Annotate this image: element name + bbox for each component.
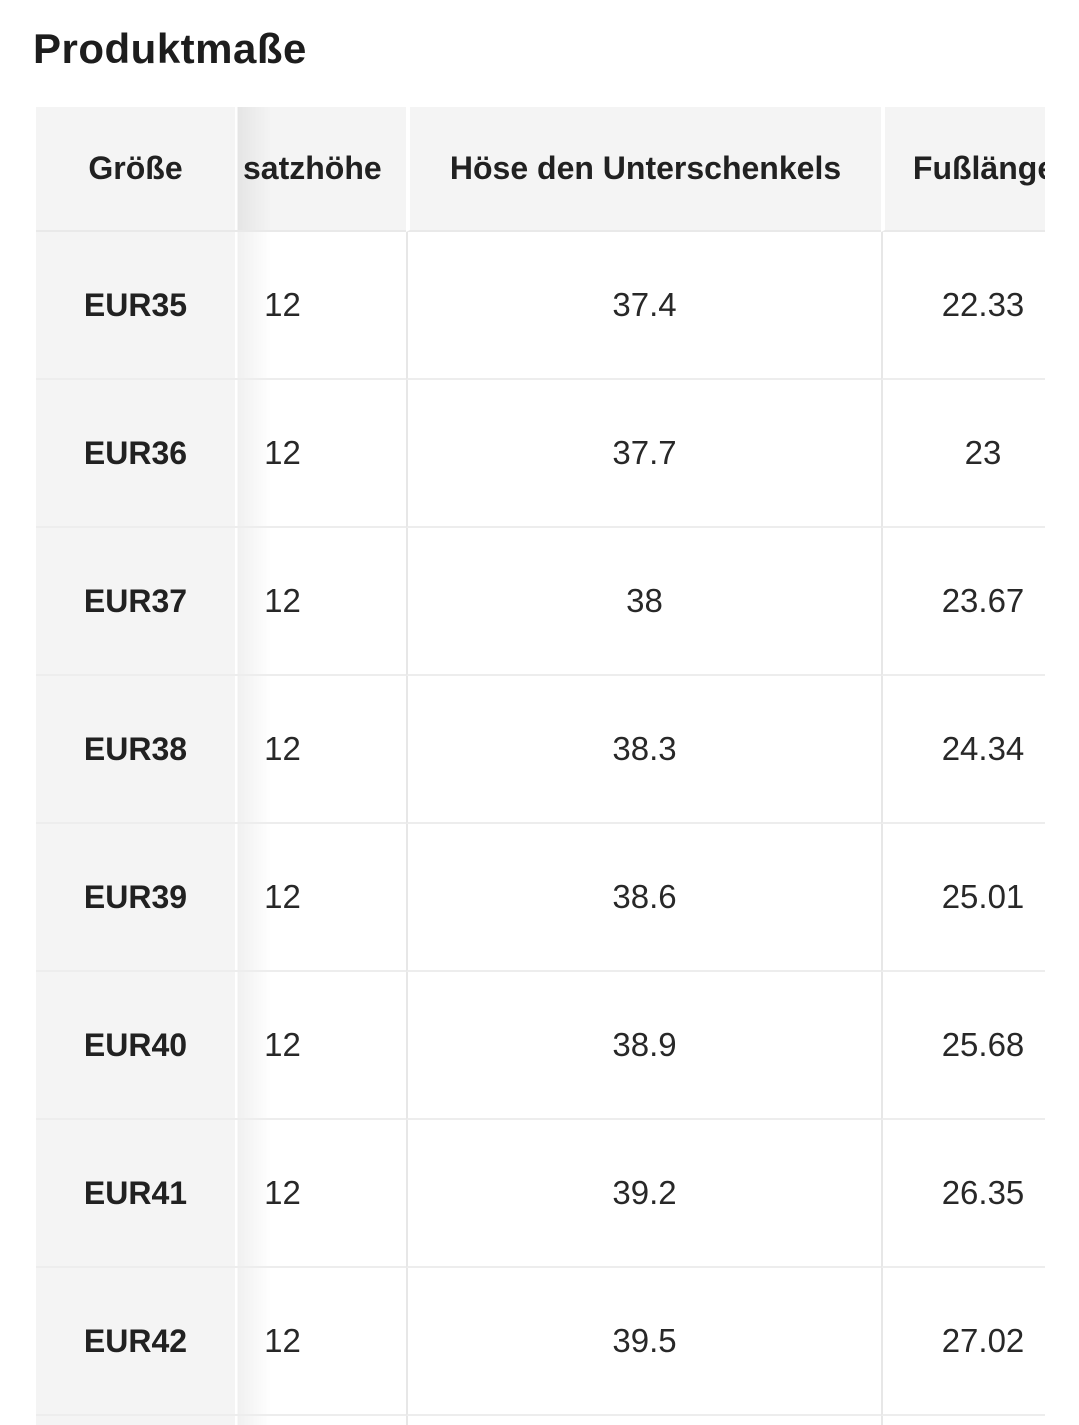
size-cell: EUR42 xyxy=(36,1268,271,1416)
column-header-groesse: Größe xyxy=(36,107,271,232)
foot-length-cell: 24.34 xyxy=(881,676,1045,824)
size-cell: EUR37 xyxy=(36,528,271,676)
foot-length-cell: 25.01 xyxy=(881,824,1045,972)
lower-leg-cell: 39.2 xyxy=(406,1120,881,1268)
table-scroll-area[interactable]: Größe satzhöhe Höse den Unterschenkels F… xyxy=(36,107,1045,1425)
lower-leg-cell xyxy=(406,1416,881,1425)
measurements-table: Größe satzhöhe Höse den Unterschenkels F… xyxy=(36,107,1045,1425)
foot-length-cell: 27.02 xyxy=(881,1268,1045,1416)
foot-length-cell: 23 xyxy=(881,380,1045,528)
lower-leg-cell: 39.5 xyxy=(406,1268,881,1416)
size-cell: EUR39 xyxy=(36,824,271,972)
lower-leg-cell: 38.3 xyxy=(406,676,881,824)
column-header-unterschenkel: Höse den Unterschenkels xyxy=(406,107,881,232)
lower-leg-cell: 37.4 xyxy=(406,232,881,380)
size-cell xyxy=(36,1416,271,1425)
lower-leg-cell: 38.6 xyxy=(406,824,881,972)
foot-length-cell: 26.35 xyxy=(881,1120,1045,1268)
foot-length-cell: 23.67 xyxy=(881,528,1045,676)
lower-leg-cell: 38.9 xyxy=(406,972,881,1120)
table-row-partial xyxy=(36,1416,1045,1425)
table-row: EUR38 12 38.3 24.34 xyxy=(36,676,1045,824)
table-row: EUR36 12 37.7 23 xyxy=(36,380,1045,528)
foot-length-cell: 25.68 xyxy=(881,972,1045,1120)
header-row: Größe satzhöhe Höse den Unterschenkels F… xyxy=(36,107,1045,232)
table-row: EUR37 12 38 23.67 xyxy=(36,528,1045,676)
table-row: EUR42 12 39.5 27.02 xyxy=(36,1268,1045,1416)
size-cell: EUR38 xyxy=(36,676,271,824)
page-title: Produktmaße xyxy=(33,25,307,72)
lower-leg-cell: 37.7 xyxy=(406,380,881,528)
table-row: EUR41 12 39.2 26.35 xyxy=(36,1120,1045,1268)
size-cell: EUR40 xyxy=(36,972,271,1120)
table-row: EUR39 12 38.6 25.01 xyxy=(36,824,1045,972)
foot-length-cell xyxy=(881,1416,1045,1425)
size-cell: EUR36 xyxy=(36,380,271,528)
size-cell: EUR41 xyxy=(36,1120,271,1268)
foot-length-cell: 22.33 xyxy=(881,232,1045,380)
column-header-fusslaenge: Fußlänge xyxy=(881,107,1045,232)
lower-leg-cell: 38 xyxy=(406,528,881,676)
size-cell: EUR35 xyxy=(36,232,271,380)
table-row: EUR35 12 37.4 22.33 xyxy=(36,232,1045,380)
table-row: EUR40 12 38.9 25.68 xyxy=(36,972,1045,1120)
